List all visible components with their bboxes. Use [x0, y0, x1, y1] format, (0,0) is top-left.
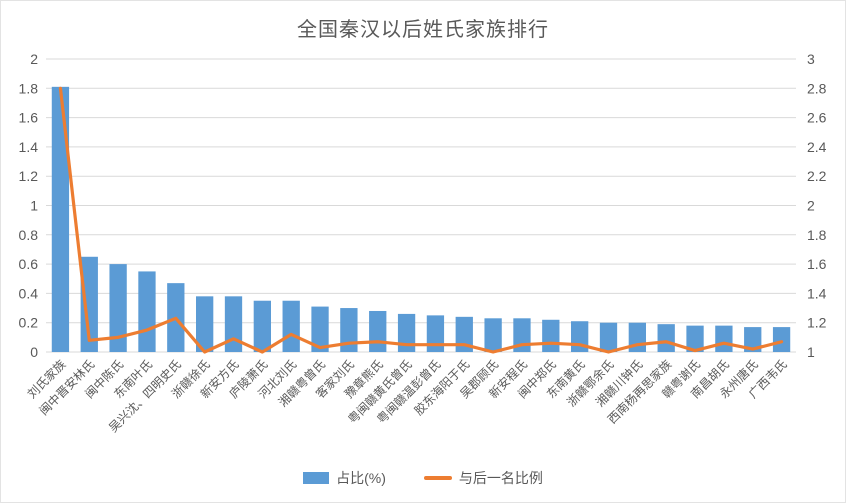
- left-axis-tick-label: 1.4: [19, 139, 39, 155]
- legend: 占比(%) 与后一名比例: [1, 468, 845, 488]
- left-axis-tick-label: 0.2: [19, 315, 39, 331]
- bar: [397, 313, 416, 352]
- bar-series-label: 占比(%): [336, 470, 386, 486]
- right-axis-tick-label: 2.4: [807, 139, 827, 155]
- line-series: [58, 86, 784, 354]
- bar: [369, 310, 387, 352]
- bar: [224, 296, 243, 352]
- legend-item-bar-series: 占比(%): [303, 468, 386, 488]
- bar: [253, 300, 271, 352]
- bar: [772, 327, 791, 352]
- right-axis-tick-label: 2: [807, 198, 815, 214]
- legend-item-line-series: 与后一名比例: [423, 468, 543, 488]
- left-axis-tick-label: 2: [30, 51, 38, 67]
- right-axis-tick-label: 3: [807, 51, 815, 67]
- bar: [109, 264, 127, 352]
- right-axis-tick-label: 2.8: [807, 80, 827, 96]
- line-series-label: 与后一名比例: [458, 470, 543, 486]
- line-series-swatch-icon: [423, 476, 452, 480]
- bar: [51, 86, 70, 353]
- right-axis-tick-label: 2.6: [807, 110, 827, 126]
- bar: [744, 327, 762, 352]
- bar: [657, 324, 675, 352]
- chart-title: 全国秦汉以后姓氏家族排行: [297, 19, 549, 41]
- left-axis-tick-label: 0: [30, 344, 38, 360]
- left-axis-tick-label: 1.6: [19, 110, 39, 126]
- left-axis-tick-label: 1: [30, 198, 38, 214]
- bar: [282, 300, 300, 352]
- right-axis-tick-label: 1.8: [807, 227, 827, 243]
- right-axis-tick-label: 2.2: [807, 168, 827, 184]
- bar: [138, 271, 156, 352]
- bar: [196, 296, 214, 352]
- bar: [484, 318, 502, 352]
- left-axis-tick-label: 1.2: [19, 168, 39, 184]
- right-axis-tick-label: 1: [807, 344, 815, 360]
- right-axis-tick-label: 1.2: [807, 315, 827, 331]
- bar-series-swatch-icon: [303, 472, 330, 484]
- bar: [340, 308, 358, 352]
- left-axis-tick-label: 0.8: [19, 227, 39, 243]
- bar: [311, 306, 329, 352]
- right-axis-tick-label: 1.4: [807, 285, 827, 301]
- bar: [715, 325, 733, 352]
- bar: [80, 256, 98, 352]
- left-axis-tick-label: 1.8: [19, 80, 39, 96]
- bar: [542, 319, 560, 352]
- bar: [599, 322, 618, 352]
- left-axis-tick-label: 0.6: [19, 256, 39, 272]
- left-axis-tick-label: 0.4: [19, 285, 39, 301]
- bar: [686, 325, 704, 352]
- right-axis-tick-label: 1.6: [807, 256, 827, 272]
- bar: [426, 315, 445, 352]
